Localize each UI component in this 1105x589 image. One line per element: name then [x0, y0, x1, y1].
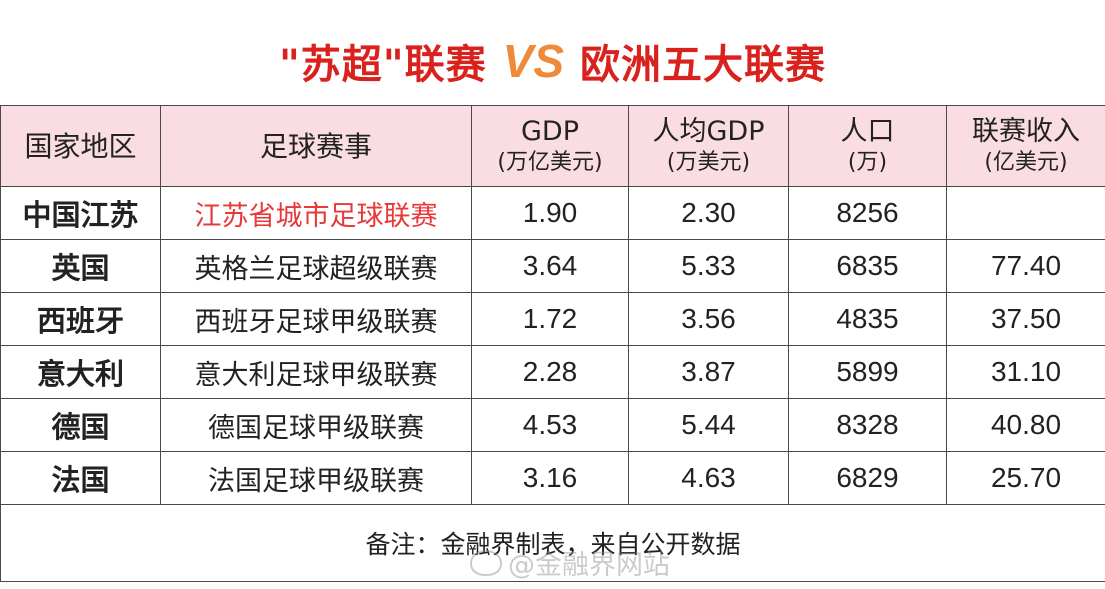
header-population: 人口 (万): [788, 105, 947, 187]
header-population-unit: (万): [847, 150, 888, 176]
cell-gdp-per-capita: 3.87: [628, 345, 789, 399]
cell-revenue: [946, 186, 1105, 240]
header-gdp-per-capita: 人均GDP (万美元): [628, 105, 789, 187]
table-header-row: 国家地区 足球赛事 GDP (万亿美元) 人均GDP (万美元) 人口 (万) 联赛收…: [0, 105, 1105, 187]
cell-revenue: 40.80: [946, 398, 1105, 452]
cell-population: 6829: [788, 451, 947, 505]
header-league: 足球赛事: [160, 105, 472, 187]
header-gdp-unit: (万亿美元): [497, 150, 603, 176]
title-right: 欧洲五大联赛: [580, 42, 827, 88]
cell-region: 西班牙: [0, 292, 161, 346]
cell-population: 8256: [788, 186, 947, 240]
cell-region: 英国: [0, 239, 161, 293]
header-gdp: GDP (万亿美元): [471, 105, 629, 187]
header-gdp-per-capita-unit: (万美元): [666, 150, 751, 176]
cell-league: 江苏省城市足球联赛: [160, 186, 472, 240]
cell-region: 法国: [0, 451, 161, 505]
cell-gdp-per-capita: 2.30: [628, 186, 789, 240]
footnote-row: 备注：金融界制表，来自公开数据: [0, 504, 1105, 582]
header-region: 国家地区: [0, 105, 161, 187]
table-row: 西班牙 西班牙足球甲级联赛 1.72 3.56 4835 37.50: [0, 292, 1105, 346]
cell-region: 意大利: [0, 345, 161, 399]
header-revenue-unit: (亿美元): [984, 150, 1068, 176]
comparison-table: 国家地区 足球赛事 GDP (万亿美元) 人均GDP (万美元) 人口 (万) 联赛收…: [0, 105, 1105, 582]
cell-population: 5899: [788, 345, 947, 399]
cell-gdp-per-capita: 3.56: [628, 292, 789, 346]
footnote: 备注：金融界制表，来自公开数据: [0, 504, 1105, 582]
cell-league: 意大利足球甲级联赛: [160, 345, 472, 399]
table-row: 法国 法国足球甲级联赛 3.16 4.63 6829 25.70: [0, 451, 1105, 505]
cell-population: 6835: [788, 239, 947, 293]
cell-league: 英格兰足球超级联赛: [160, 239, 472, 293]
page-title: "苏超"联赛 VS 欧洲五大联赛: [0, 26, 1105, 96]
title-left: "苏超"联赛: [278, 42, 487, 88]
cell-region: 中国江苏: [0, 186, 161, 240]
table-row: 德国 德国足球甲级联赛 4.53 5.44 8328 40.80: [0, 398, 1105, 452]
table-row: 意大利 意大利足球甲级联赛 2.28 3.87 5899 31.10: [0, 345, 1105, 399]
title-vs: VS: [502, 35, 565, 87]
cell-gdp: 3.16: [471, 451, 629, 505]
cell-gdp-per-capita: 4.63: [628, 451, 789, 505]
cell-population: 4835: [788, 292, 947, 346]
table-row: 中国江苏 江苏省城市足球联赛 1.90 2.30 8256: [0, 186, 1105, 240]
cell-gdp-per-capita: 5.33: [628, 239, 789, 293]
cell-gdp-per-capita: 5.44: [628, 398, 789, 452]
cell-region: 德国: [0, 398, 161, 452]
cell-gdp: 2.28: [471, 345, 629, 399]
cell-gdp: 1.90: [471, 186, 629, 240]
cell-population: 8328: [788, 398, 947, 452]
cell-gdp: 4.53: [471, 398, 629, 452]
cell-gdp: 1.72: [471, 292, 629, 346]
header-revenue: 联赛收入 (亿美元): [946, 105, 1105, 187]
cell-league: 法国足球甲级联赛: [160, 451, 472, 505]
cell-revenue: 31.10: [946, 345, 1105, 399]
cell-revenue: 25.70: [946, 451, 1105, 505]
table-row: 英国 英格兰足球超级联赛 3.64 5.33 6835 77.40: [0, 239, 1105, 293]
cell-revenue: 77.40: [946, 239, 1105, 293]
cell-league: 德国足球甲级联赛: [160, 398, 472, 452]
cell-league: 西班牙足球甲级联赛: [160, 292, 472, 346]
cell-gdp: 3.64: [471, 239, 629, 293]
cell-revenue: 37.50: [946, 292, 1105, 346]
